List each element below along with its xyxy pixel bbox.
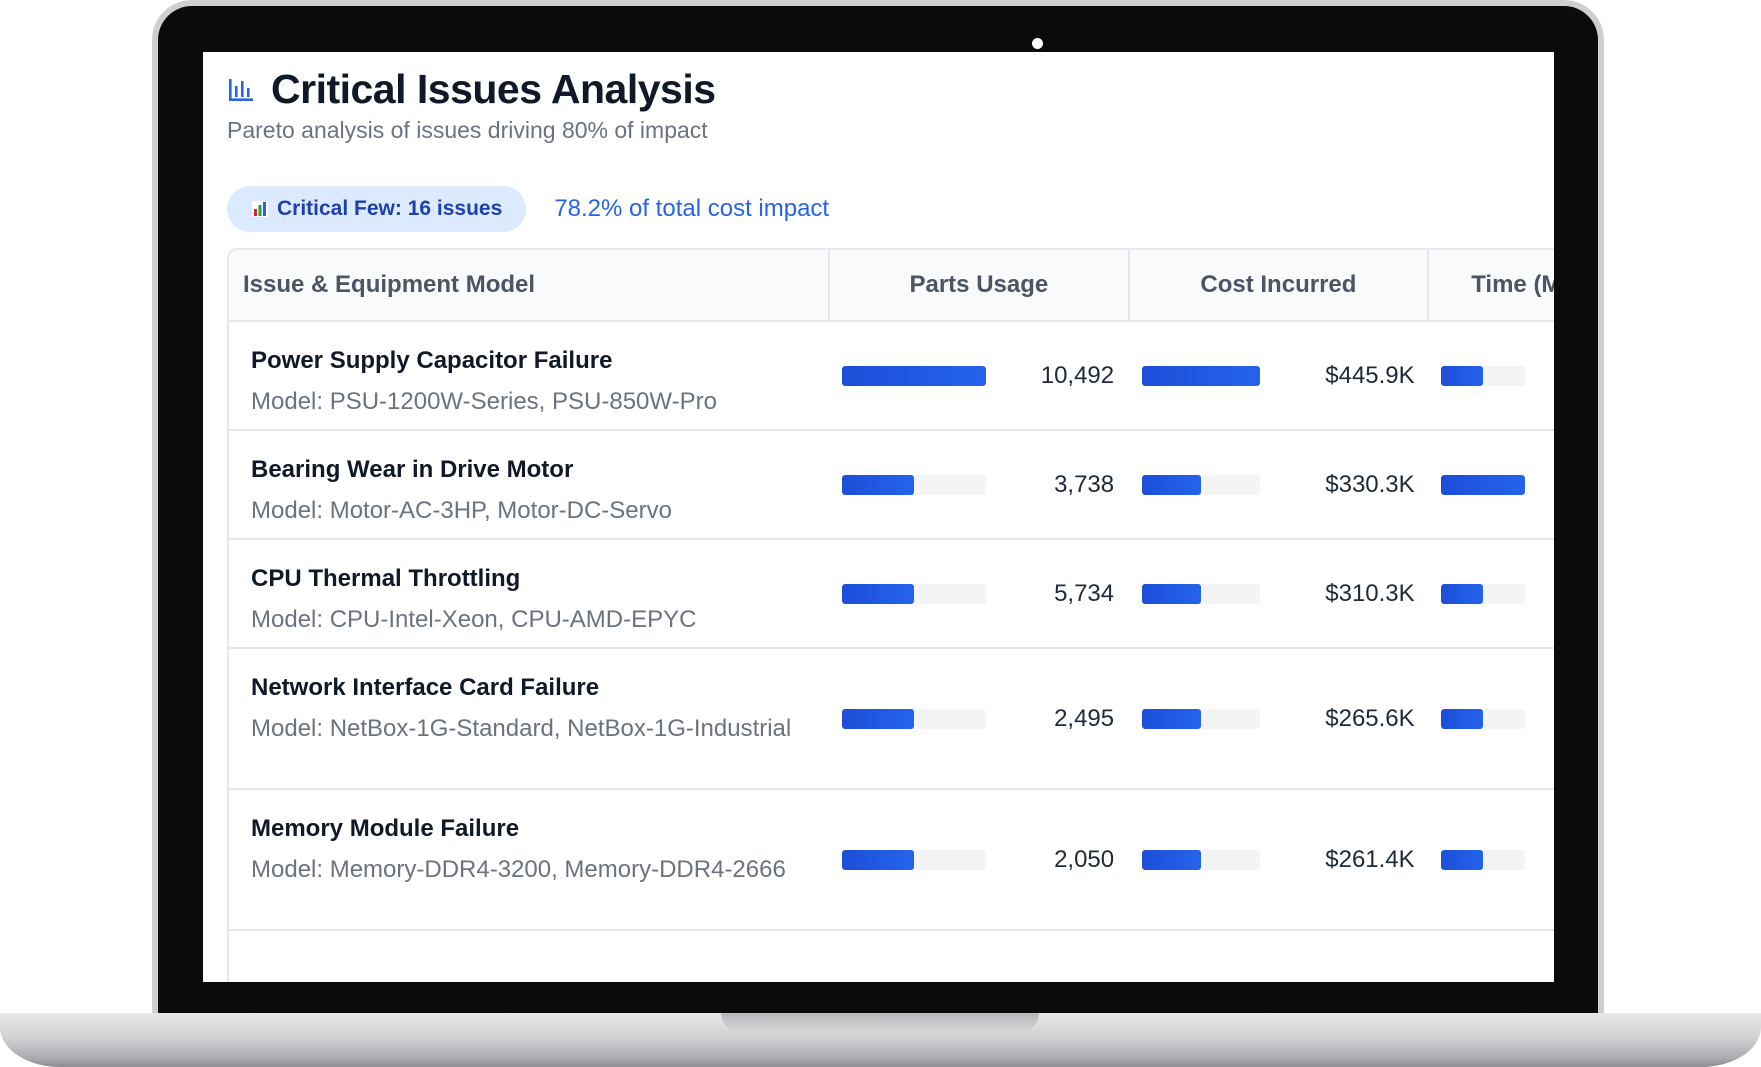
issue-name: Power Supply Capacitor Failure (251, 347, 613, 374)
parts-usage-bar (842, 849, 987, 870)
table-row[interactable]: CPU Thermal Throttling Model: CPU-Intel-… (229, 540, 1554, 649)
page-header: Critical Issues Analysis Pareto analysis… (227, 66, 716, 144)
parts-usage-value: 2,495 (1054, 704, 1115, 732)
cost-bar-fill (1141, 474, 1201, 495)
cost-bar-fill (1141, 708, 1201, 729)
parts-usage-bar (842, 583, 987, 604)
table-row[interactable]: Power Supply Capacitor Failure Model: PS… (229, 322, 1554, 431)
cost-cell: $261.4K (1128, 790, 1428, 929)
issue-model: Model: NetBox-1G-Standard, NetBox-1G-Ind… (251, 715, 792, 742)
impact-summary: 78.2% of total cost impact (554, 195, 830, 222)
summary-row: Critical Few: 16 issues 78.2% of total c… (227, 186, 829, 232)
time-cell (1427, 540, 1554, 647)
colored-bar-chart-icon (252, 201, 268, 217)
time-bar (1441, 849, 1526, 870)
table-row[interactable]: Network Interface Card Failure Model: Ne… (229, 649, 1554, 790)
parts-usage-value: 10,492 (1040, 361, 1115, 389)
time-cell (1427, 790, 1554, 929)
parts-usage-value: 2,050 (1054, 845, 1115, 873)
cost-bar (1141, 474, 1260, 495)
cost-bar-fill (1141, 849, 1201, 870)
parts-usage-bar-fill (842, 849, 915, 870)
cost-bar-fill (1141, 583, 1201, 604)
critical-few-badge[interactable]: Critical Few: 16 issues (227, 186, 527, 232)
parts-usage-cell: 5,734 (828, 540, 1128, 647)
issue-model: Model: Motor-AC-3HP, Motor-DC-Servo (251, 497, 672, 524)
table-row[interactable]: Bearing Wear in Drive Motor Model: Motor… (229, 431, 1554, 540)
page-title: Critical Issues Analysis (271, 66, 716, 112)
issue-cell: Power Supply Capacitor Failure Model: PS… (229, 322, 828, 429)
issue-name: Memory Module Failure (251, 815, 520, 842)
parts-usage-bar (842, 708, 987, 729)
cost-value: $261.4K (1325, 845, 1415, 873)
page-subtitle: Pareto analysis of issues driving 80% of… (227, 117, 708, 143)
cost-cell: $310.3K (1128, 540, 1428, 647)
parts-usage-bar (842, 474, 987, 495)
issue-cell: Network Interface Card Failure Model: Ne… (229, 649, 828, 788)
column-header-parts-usage[interactable]: Parts Usage (828, 250, 1128, 320)
time-bar-fill (1441, 583, 1484, 604)
parts-usage-value: 5,734 (1054, 579, 1115, 607)
cost-value: $445.9K (1325, 361, 1415, 389)
cost-bar (1141, 583, 1260, 604)
parts-usage-bar-fill (842, 583, 915, 604)
time-bar-fill (1441, 474, 1526, 495)
parts-usage-bar-fill (842, 365, 987, 386)
issue-cell: Bearing Wear in Drive Motor Model: Motor… (229, 431, 828, 538)
time-bar (1441, 474, 1526, 495)
issues-table: Issue & Equipment Model Parts Usage Cost… (227, 248, 1554, 982)
parts-usage-bar-fill (842, 708, 915, 729)
parts-usage-cell: 2,495 (828, 649, 1128, 788)
time-bar (1441, 583, 1526, 604)
parts-usage-cell: 10,492 (828, 322, 1128, 429)
cost-value: $265.6K (1325, 704, 1415, 732)
time-bar-fill (1441, 708, 1484, 729)
cost-value: $330.3K (1325, 470, 1415, 498)
parts-usage-bar-fill (842, 474, 915, 495)
table-row[interactable]: Memory Module Failure Model: Memory-DDR4… (229, 790, 1554, 931)
issue-name: Bearing Wear in Drive Motor (251, 456, 574, 483)
cost-cell: $265.6K (1128, 649, 1428, 788)
time-cell (1427, 322, 1554, 429)
cost-bar-fill (1141, 365, 1260, 386)
cost-value: $310.3K (1325, 579, 1415, 607)
issue-model: Model: PSU-1200W-Series, PSU-850W-Pro (251, 388, 717, 415)
column-header-issue[interactable]: Issue & Equipment Model (243, 271, 536, 298)
camera-dot (1032, 38, 1043, 49)
title-row: Critical Issues Analysis (227, 66, 716, 113)
parts-usage-cell: 3,738 (828, 431, 1128, 538)
time-cell (1427, 649, 1554, 788)
parts-usage-cell: 2,050 (828, 790, 1128, 929)
screen: Critical Issues Analysis Pareto analysis… (203, 52, 1554, 982)
issue-model: Model: Memory-DDR4-3200, Memory-DDR4-266… (251, 856, 786, 883)
time-bar (1441, 365, 1526, 386)
column-header-cost-incurred[interactable]: Cost Incurred (1127, 250, 1428, 320)
issue-name: Network Interface Card Failure (251, 674, 600, 701)
parts-usage-value: 3,738 (1054, 470, 1115, 498)
critical-few-label: Critical Few: 16 issues (277, 197, 503, 220)
time-cell (1427, 431, 1554, 538)
issue-name: CPU Thermal Throttling (251, 565, 521, 592)
time-bar (1441, 708, 1526, 729)
column-header-time[interactable]: Time (M (1427, 250, 1554, 320)
time-bar-fill (1441, 365, 1484, 386)
cost-cell: $445.9K (1128, 322, 1428, 429)
cost-bar (1141, 849, 1260, 870)
bar-chart-icon (229, 78, 253, 101)
issue-cell: Memory Module Failure Model: Memory-DDR4… (229, 790, 828, 929)
time-bar-fill (1441, 849, 1484, 870)
issue-model: Model: CPU-Intel-Xeon, CPU-AMD-EPYC (251, 606, 697, 633)
cost-bar (1141, 365, 1260, 386)
parts-usage-bar (842, 365, 987, 386)
cost-cell: $330.3K (1128, 431, 1428, 538)
table-header: Issue & Equipment Model Parts Usage Cost… (229, 250, 1554, 322)
issue-cell: CPU Thermal Throttling Model: CPU-Intel-… (229, 540, 828, 647)
cost-bar (1141, 708, 1260, 729)
laptop-notch (721, 1013, 1039, 1033)
